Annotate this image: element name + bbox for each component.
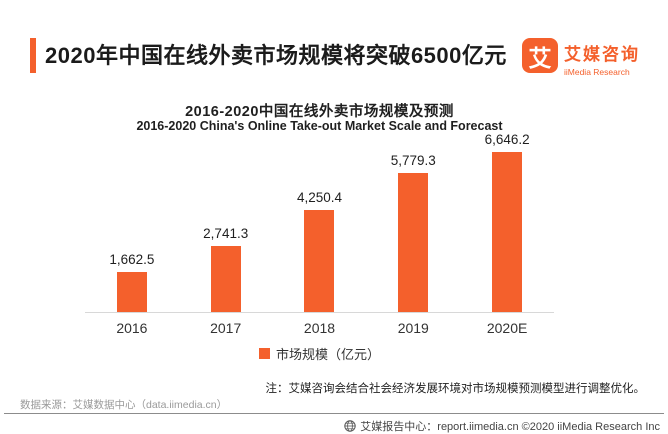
chart-title-cn: 2016-2020中国在线外卖市场规模及预测 <box>185 104 454 120</box>
x-axis-tick-label: 2016 <box>116 320 148 336</box>
brand-name-en: iiMedia Research <box>564 67 630 77</box>
bar-value-label: 1,662.5 <box>109 252 155 267</box>
brand-logo: 艾 艾媒咨询 iiMedia Research <box>522 38 640 77</box>
bar-value-label: 4,250.4 <box>296 189 343 205</box>
bar-group: 5,779.3 <box>366 153 460 312</box>
header-accent-bar <box>30 38 36 73</box>
bar <box>210 246 241 312</box>
x-axis-tick-label: 2019 <box>397 320 429 336</box>
bar <box>116 272 147 312</box>
bar <box>304 209 335 312</box>
bar <box>398 172 429 312</box>
bar-group: 1,662.5 <box>85 252 179 312</box>
bar <box>492 152 523 312</box>
footnote: 注：艾媒咨询会结合社会经济发展环境对市场规模预测模型进行调整优化。 <box>265 383 646 395</box>
bar-value-label: 6,646.2 <box>484 132 530 147</box>
bar-value-label: 5,779.3 <box>390 152 436 168</box>
bar-chart: 1,662.5 2,741.3 4,250.4 5,779.3 6,646.2 <box>85 132 554 313</box>
iimedia-logo-icon: 艾 <box>522 38 558 73</box>
footer-credit: 艾媒报告中心：report.iimedia.cn ©2020 iiMedia R… <box>344 418 660 434</box>
x-axis-tick-label: 2018 <box>303 320 336 336</box>
chart-legend: 市场规模（亿元） <box>85 344 554 363</box>
footer-divider <box>4 413 664 414</box>
bar-value-label: 2,741.3 <box>203 226 249 241</box>
legend-label: 市场规模（亿元） <box>275 347 380 362</box>
x-axis-tick-label: 2017 <box>210 320 242 336</box>
x-axis-labels: 2016 2017 2018 2019 2020E <box>85 320 554 336</box>
logo-glyph: 艾 <box>528 44 552 71</box>
bar-group: 4,250.4 <box>273 190 367 312</box>
legend-swatch <box>258 348 270 359</box>
bar-group: 2,741.3 <box>179 226 273 312</box>
x-axis-tick-label: 2020E <box>486 320 528 336</box>
bar-group: 6,646.2 <box>460 132 554 312</box>
brand-name-cn: 艾媒咨询 <box>564 45 640 64</box>
page-title: 2020年中国在线外卖市场规模将突破6500亿元 <box>45 43 507 68</box>
data-source: 数据来源：艾媒数据中心（data.iimedia.cn） <box>20 399 228 411</box>
footer-credit-text: 艾媒报告中心：report.iimedia.cn ©2020 iiMedia R… <box>360 421 660 433</box>
chart-title-en: 2016-2020 China's Online Take-out Market… <box>136 119 503 133</box>
brand-text: 艾媒咨询 iiMedia Research <box>564 38 640 77</box>
globe-icon <box>344 420 356 432</box>
